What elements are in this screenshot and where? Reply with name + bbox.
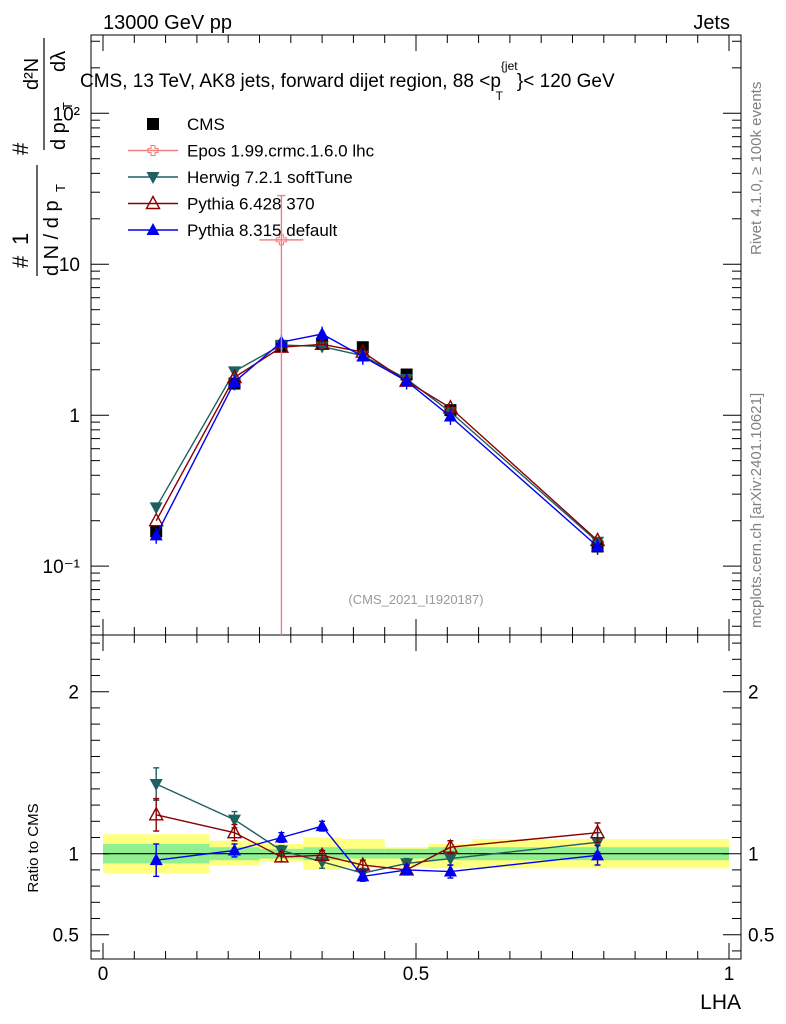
ratio-y-tick-label-right: 2 [748, 683, 759, 704]
ratio-herwig-7-2-1-softtune-point [149, 779, 163, 792]
main-y-axis-label: # 1 d N / d p T # d²N d p T dλ [8, 38, 75, 276]
legend-marker [145, 195, 161, 210]
ratio-pythia-8-315-default-point [227, 843, 241, 856]
ratio-y-tick-label: 2 [68, 683, 79, 704]
y-label-one: 1 [8, 233, 33, 245]
ratio-pythia-6-428-370-point [226, 824, 243, 839]
ratio-pythia-8-315-default-point [400, 862, 414, 875]
herwig-7-2-1-softtune-line [155, 344, 599, 543]
pythia-8-315-default-point [591, 539, 605, 552]
rivet-label: Rivet 4.1.0, ≥ 100k events [748, 82, 765, 255]
legend-entry-pythia-8-315-default: Pythia 8.315 default [128, 221, 338, 240]
plot-title: CMS, 13 TeV, AK8 jets, forward dijet reg… [80, 59, 615, 103]
ratio-y-tick-label-right: 0.5 [748, 926, 774, 947]
y-label-d2N: d²N [21, 58, 43, 90]
ratio-y-tick-label: 0.5 [53, 926, 79, 947]
x-axis-label: LHA [700, 991, 741, 1014]
header-right: Jets [693, 12, 730, 34]
series-herwig-7-2-1-softtune [149, 339, 605, 549]
ratio-series-pythia-8-315-default [149, 819, 605, 882]
ratio-pythia-6-428-370-point [589, 824, 606, 839]
ratio-pythia-8-315-default-point [591, 848, 605, 861]
ratio-axis-ticks: 0.5 0.5 1 1 2 2 0 0.5 1 [53, 635, 774, 985]
ratio-x-tick-label: 0 [98, 964, 109, 985]
y-label-T1: T [53, 184, 68, 192]
epos-point [275, 234, 287, 246]
main-y-tick-label: 1 [69, 406, 80, 427]
ratio-pythia-8-315-default-point [149, 853, 163, 866]
ratio-herwig-7-2-1-softtune-line [155, 783, 598, 874]
ratio-y-tick-label-right: 1 [748, 845, 759, 866]
series-pythia-6-428-370 [148, 335, 606, 547]
pythia-8-315-default-point [356, 349, 370, 362]
pythia-6-428-370-line [155, 343, 599, 541]
ratio-pythia-6-428-370-line [156, 814, 598, 871]
legend-entry-pythia-6-428-370: Pythia 6.428 370 [128, 195, 315, 214]
legend-entry-cms: CMS [147, 115, 225, 134]
main-y-tick-label: 10⁻¹ [43, 557, 81, 578]
ratio-pythia-8-315-default-point [443, 864, 457, 877]
main-axis-ticks: 10⁻¹ 1 10 10² [43, 35, 741, 635]
ratio-herwig-7-2-1-softtune-point [591, 837, 605, 850]
ratio-herwig-7-2-1-softtune-point [227, 814, 241, 827]
legend-label: Herwig 7.2.1 softTune [187, 168, 353, 187]
herwig-7-2-1-softtune-point [149, 502, 163, 515]
ratio-y-tick-label: 1 [68, 845, 79, 866]
series-epos-1-99-crmc-1-6-0-lhc [259, 194, 304, 635]
series-cms [150, 337, 604, 553]
y-label-hash2: # [8, 142, 33, 155]
pythia-8-315-default-point [443, 409, 457, 422]
main-y-tick-label: 10² [53, 104, 80, 125]
legend-label: CMS [187, 115, 225, 134]
main-series-layer [148, 194, 606, 635]
y-label-dlambda: dλ [48, 51, 70, 72]
y-label-hash1: # [8, 255, 33, 268]
ratio-pythia-8-315-default-line [156, 825, 598, 878]
ratio-pythia-8-315-default-point [315, 819, 329, 832]
herwig-7-2-1-softtune-point [227, 366, 241, 379]
ratio-pythia-6-428-370-point [273, 848, 290, 863]
ratio-y-axis-label: Ratio to CMS [25, 803, 42, 892]
series-pythia-8-315-default [149, 326, 605, 555]
pythia-8-315-default-point [227, 374, 241, 387]
pythia-6-428-370-point [148, 512, 164, 527]
header-left: 13000 GeV pp [103, 12, 232, 34]
legend-entry-herwig-7-2-1-softtune: Herwig 7.2.1 softTune [128, 168, 353, 187]
legend-marker [146, 172, 160, 184]
ratio-uncertainty-bands [103, 834, 729, 874]
pythia-8-315-default-point [315, 327, 329, 340]
ratio-x-tick-label: 1 [724, 964, 735, 985]
y-label-dN: d N / d p [41, 200, 63, 276]
ratio-pythia-6-428-370-point [442, 838, 459, 853]
ratio-pythia-8-315-default-point [274, 830, 288, 843]
y-label-dp: d p [48, 122, 70, 150]
ratio-pythia-6-428-370-point [148, 806, 164, 821]
legend-marker [147, 144, 159, 157]
legend-label: Epos 1.99.crmc.1.6.0 lhc [187, 142, 375, 161]
legend-marker [146, 223, 160, 235]
pythia-8-315-default-line [155, 333, 599, 548]
legend-marker [147, 118, 159, 130]
ratio-panel-frame [90, 634, 742, 960]
ratio-x-tick-label: 0.5 [403, 964, 429, 985]
ratio-series-layer [148, 767, 606, 882]
legend-label: Pythia 8.315 default [187, 221, 338, 240]
mcplots-label: mcplots.cern.ch [arXiv:2401.10621] [748, 393, 765, 628]
analysis-id: (CMS_2021_I1920187) [348, 592, 483, 607]
y-label-T2: T [60, 102, 75, 110]
legend: CMS Epos 1.99.crmc.1.6.0 lhc Herwig 7.2.1 … [128, 115, 375, 240]
main-y-tick-label: 10 [59, 255, 80, 276]
pythia-8-315-default-point [400, 374, 414, 387]
ratio-pythia-6-428-370-point [314, 846, 330, 862]
pythia-8-315-default-point [149, 528, 163, 541]
legend-label: Pythia 6.428 370 [187, 195, 315, 214]
legend-entry-epos-1-99-crmc-1-6-0-lhc: Epos 1.99.crmc.1.6.0 lhc [128, 142, 375, 161]
pythia-6-428-370-point [314, 335, 330, 350]
ratio-series-pythia-6-428-370 [148, 797, 606, 876]
ratio-herwig-7-2-1-softtune-point [443, 853, 457, 866]
ratio-pythia-8-315-default-point [356, 869, 370, 882]
